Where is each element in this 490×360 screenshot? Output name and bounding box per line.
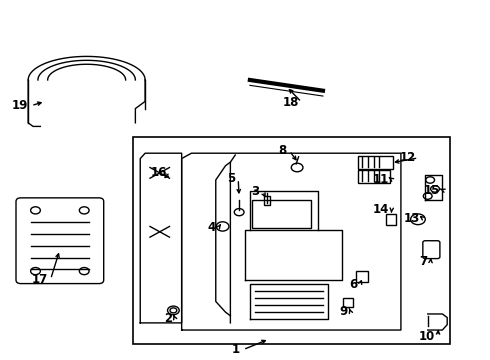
- Text: 11: 11: [372, 173, 389, 186]
- Text: 9: 9: [339, 305, 347, 318]
- Bar: [386, 214, 396, 225]
- Bar: [356, 271, 368, 282]
- Text: 12: 12: [399, 151, 416, 165]
- Text: 15: 15: [423, 184, 440, 197]
- Text: 10: 10: [419, 330, 435, 343]
- Text: 8: 8: [278, 144, 287, 157]
- Text: 19: 19: [12, 99, 28, 112]
- Text: 5: 5: [227, 172, 235, 185]
- Text: 1: 1: [232, 343, 240, 356]
- Text: 14: 14: [372, 203, 389, 216]
- Text: 17: 17: [31, 273, 48, 286]
- Text: 2: 2: [164, 312, 172, 325]
- Text: 13: 13: [404, 212, 420, 225]
- Text: 6: 6: [349, 278, 357, 291]
- Text: 4: 4: [208, 221, 216, 234]
- Text: 7: 7: [419, 255, 428, 268]
- Bar: [133, 137, 450, 344]
- Bar: [343, 298, 353, 307]
- Text: 3: 3: [251, 185, 260, 198]
- Text: 18: 18: [282, 96, 298, 109]
- Bar: [264, 196, 270, 205]
- Text: 16: 16: [150, 166, 167, 179]
